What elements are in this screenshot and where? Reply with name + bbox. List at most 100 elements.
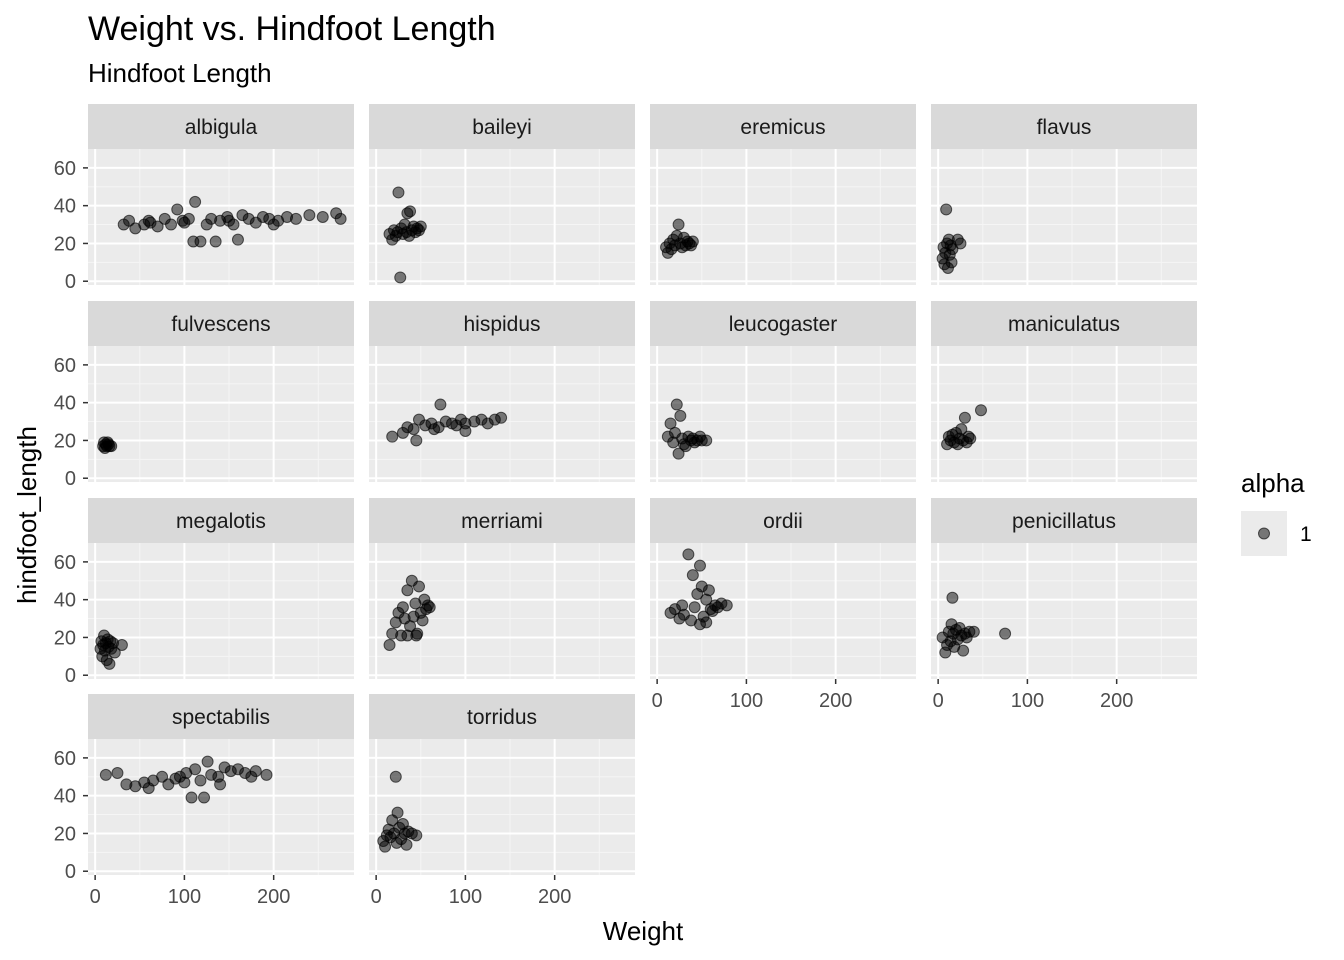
data-point <box>178 776 191 789</box>
legend-title: alpha <box>1241 468 1305 498</box>
data-point <box>391 806 404 819</box>
facet-strip-label: penicillatus <box>1012 510 1116 533</box>
facet-strip-label: merriami <box>461 510 543 533</box>
x-tick-label: 0 <box>652 690 663 712</box>
data-point <box>214 778 227 791</box>
data-point <box>686 569 699 582</box>
data-point <box>414 220 427 233</box>
y-tick-label: 40 <box>54 196 76 218</box>
x-tick-label: 100 <box>1011 690 1044 712</box>
chart-title: Weight vs. Hindfoot Length <box>88 10 496 48</box>
facet-hispidus: hispidus <box>369 301 635 482</box>
y-tick-label: 20 <box>54 823 76 845</box>
panel-background <box>931 149 1197 285</box>
panel-background <box>650 149 916 285</box>
data-point <box>700 616 713 629</box>
data-point <box>434 398 447 411</box>
data-point <box>957 644 970 657</box>
data-point <box>379 840 392 853</box>
data-point <box>108 646 121 659</box>
data-point <box>428 423 441 436</box>
facet-strip <box>88 694 354 739</box>
facet-leucogaster: leucogaster <box>650 301 916 482</box>
y-tick-label: 60 <box>54 158 76 180</box>
data-point <box>396 601 409 614</box>
x-tick-label: 0 <box>933 690 944 712</box>
panel-background <box>931 543 1197 679</box>
data-point <box>392 186 405 199</box>
data-point <box>495 411 508 424</box>
x-axis-title: Weight <box>603 916 684 946</box>
data-point <box>389 770 402 783</box>
facet-penicillatus: penicillatus 0 100 200 <box>931 498 1197 712</box>
facet-strip <box>650 498 916 543</box>
x-tick-label: 200 <box>538 886 571 908</box>
data-point <box>178 216 191 229</box>
panel-background <box>88 346 354 482</box>
x-tick-label: 100 <box>730 690 763 712</box>
data-point <box>249 765 262 778</box>
data-point <box>410 434 423 447</box>
data-point <box>946 591 959 604</box>
y-tick-label: 20 <box>54 430 76 452</box>
facet-strip <box>88 104 354 149</box>
legend-key-point <box>1258 527 1270 540</box>
panel-background <box>88 739 354 875</box>
facet-torridus: torridus 0 100 200 <box>369 694 635 908</box>
x-tick-label: 200 <box>819 690 852 712</box>
facet-strip-label: torridus <box>467 706 537 729</box>
panel-background <box>369 543 635 679</box>
y-tick-label: 60 <box>54 355 76 377</box>
data-point <box>964 432 977 445</box>
data-point <box>700 434 713 447</box>
x-tick-label: 200 <box>257 886 290 908</box>
data-point <box>194 774 207 787</box>
data-point <box>289 212 302 225</box>
facet-baileyi: baileyi <box>369 104 635 285</box>
data-point <box>940 203 953 216</box>
facet-strip <box>88 498 354 543</box>
data-point <box>189 763 202 776</box>
data-point <box>412 580 425 593</box>
x-tick-label: 100 <box>168 886 201 908</box>
facet-fulvescens: fulvescens 0 20 40 60 <box>54 301 354 490</box>
facet-strip <box>369 301 635 346</box>
facet-eremicus: eremicus <box>650 104 916 285</box>
data-point <box>670 398 683 411</box>
data-point <box>198 791 211 804</box>
facet-strip-label: megalotis <box>176 510 266 533</box>
data-point <box>954 237 967 250</box>
data-point <box>999 627 1012 640</box>
data-point <box>693 559 706 572</box>
panel-background <box>88 543 354 679</box>
data-point <box>459 425 472 437</box>
data-point <box>194 235 207 248</box>
facet-ordii: ordii 0 100 200 <box>650 498 916 712</box>
y-tick-label: 20 <box>54 233 76 255</box>
facet-strip-label: baileyi <box>472 116 532 139</box>
data-point <box>404 205 417 218</box>
y-tick-label: 40 <box>54 786 76 808</box>
data-point <box>400 838 413 851</box>
facet-strip <box>931 104 1197 149</box>
facet-maniculatus: maniculatus <box>931 301 1197 482</box>
data-point <box>267 218 280 231</box>
data-point <box>672 447 685 460</box>
data-point <box>394 271 407 284</box>
facet-strip <box>650 301 916 346</box>
facet-albigula: albigula 0 20 40 60 <box>54 104 354 293</box>
data-point <box>686 235 699 248</box>
y-tick-label: 0 <box>65 665 76 687</box>
x-tick-label: 0 <box>90 886 101 908</box>
data-point <box>386 430 399 443</box>
y-tick-label: 40 <box>54 590 76 612</box>
data-point <box>682 548 695 561</box>
data-point <box>945 256 958 269</box>
data-point <box>303 209 316 222</box>
facet-strip-label: leucogaster <box>729 313 838 336</box>
facet-strip <box>369 694 635 739</box>
panel-background <box>369 739 635 875</box>
chart-subtitle: Hindfoot Length <box>88 58 272 88</box>
y-tick-label: 40 <box>54 393 76 415</box>
